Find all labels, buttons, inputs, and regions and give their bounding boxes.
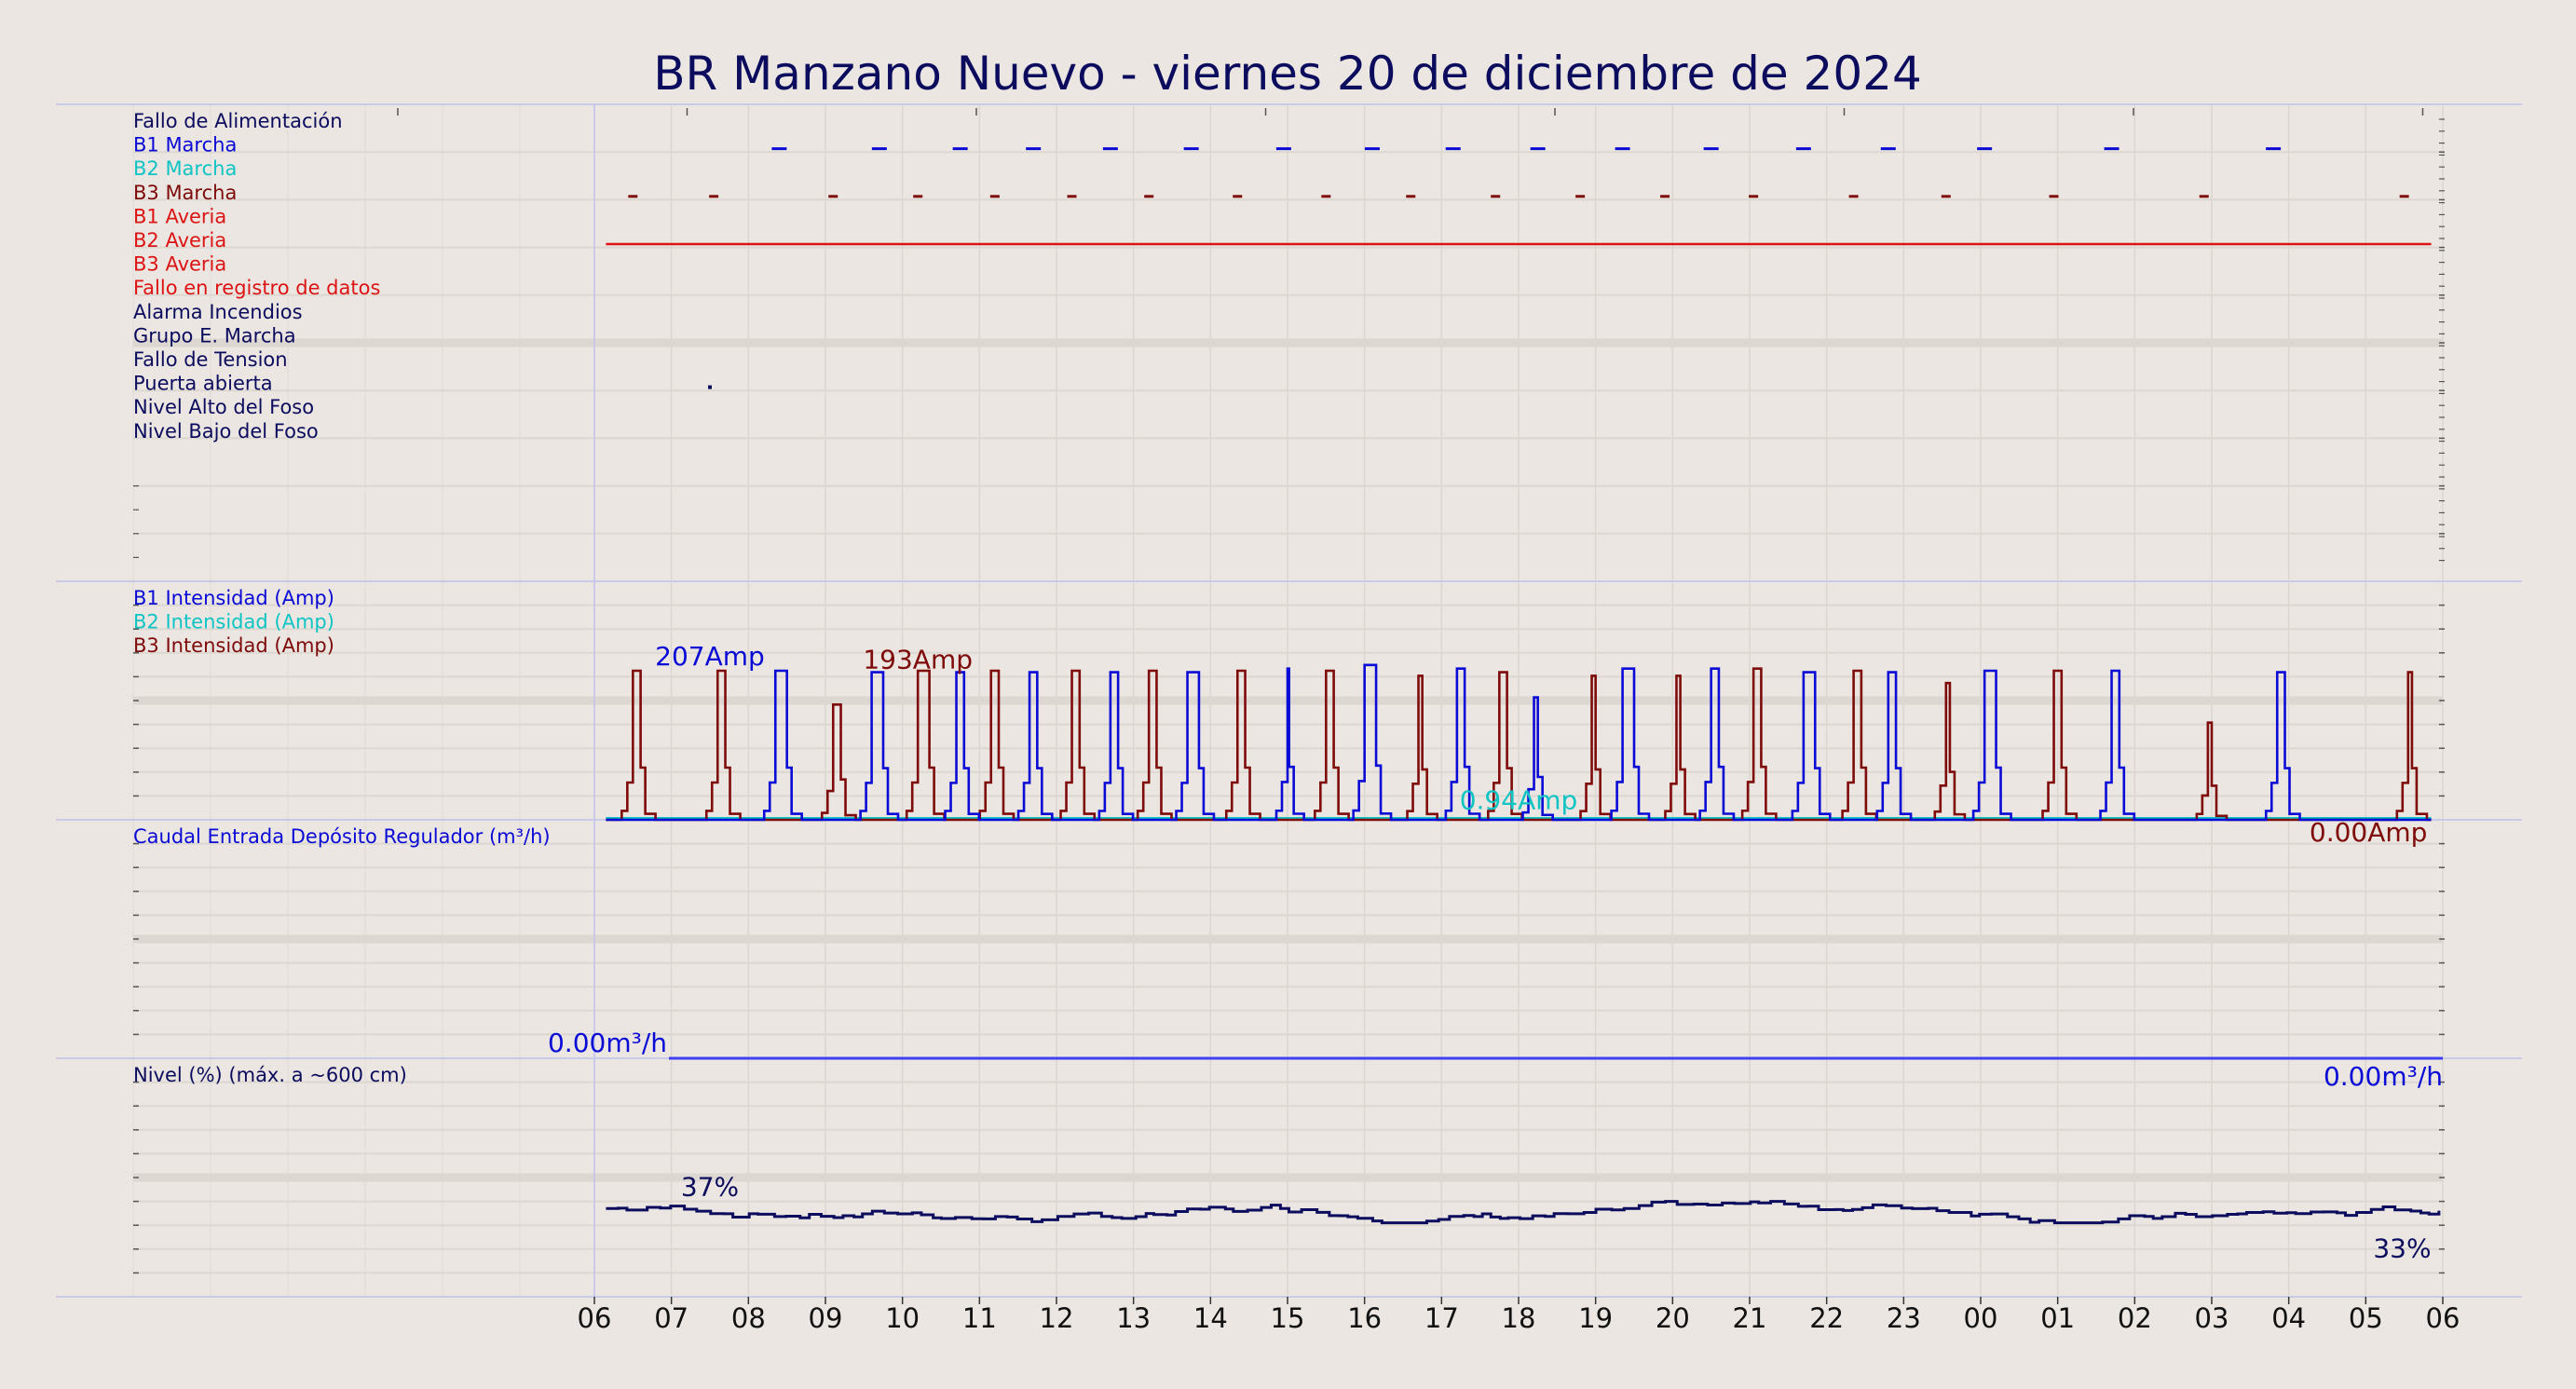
x-tick-label: 12 [1040,1302,1074,1334]
x-tick-label: 14 [1193,1302,1228,1334]
series-nivel [606,1200,2441,1225]
x-tick-label: 13 [1116,1302,1151,1334]
x-tick-label: 04 [2271,1302,2306,1334]
panel-legend-label: Nivel Alto del Foso [133,396,314,418]
flow-annotation-end: 0.00m³/h [2324,1061,2443,1092]
current-annotation: 193Amp [863,645,973,675]
panel-legend-label: B2 Marcha [133,157,237,180]
panel-legend-label: B3 Intensidad (Amp) [133,634,334,657]
x-tick-label: 08 [731,1302,766,1334]
series-b1-intensidad [606,663,2432,822]
panel-legend-label: B3 Marcha [133,182,237,204]
x-tick-label: 10 [885,1302,920,1334]
panel-legend-label: Grupo E. Marcha [133,324,296,347]
x-tick-label: 00 [1964,1302,1998,1334]
x-tick-label: 22 [1809,1302,1844,1334]
x-tick-label: 23 [1887,1302,1921,1334]
panel-legend-label: Puerta abierta [133,373,273,395]
level-annotation-end: 33% [2373,1233,2431,1264]
x-tick-label: 06 [2426,1302,2460,1334]
x-tick-label: 07 [654,1302,688,1334]
annotations-layer: 207Amp 193Amp 0.94Amp 0.00Amp 0.00m³/h 0.00m³… [548,641,2443,1264]
x-tick-label: 03 [2195,1302,2229,1334]
x-tick-label: 02 [2118,1302,2152,1334]
panel-legend-label: Fallo de Alimentación [133,110,343,132]
x-tick-label: 15 [1271,1302,1305,1334]
data-layer [56,147,2443,1225]
x-tick-label: 11 [962,1302,997,1334]
x-tick-label: 06 [578,1302,612,1334]
panel-legend-label: Caudal Entrada Depósito Regulador (m³/h) [133,825,551,848]
current-annotation: 0.00Amp [2310,817,2428,848]
panel-legend-label: B1 Intensidad (Amp) [133,587,334,609]
panel-legend-label: Nivel (%) (máx. a ~600 cm) [133,1064,407,1086]
grid-layer [56,103,2522,1298]
current-annotation: 207Amp [655,641,765,672]
flow-annotation-start: 0.00m³/h [548,1028,667,1058]
chart-title: BR Manzano Nuevo - viernes 20 de diciemb… [653,47,1922,101]
x-tick-label: 21 [1733,1302,1767,1334]
x-tick-label: 18 [1502,1302,1536,1334]
x-tick-label: 20 [1656,1302,1690,1334]
panel-legend-label: Nivel Bajo del Foso [133,420,319,443]
x-tick-label: 19 [1578,1302,1613,1334]
current-annotation: 0.94Amp [1460,784,1578,815]
panel-legend-label: Alarma Incendios [133,301,303,323]
x-tick-label: 01 [2040,1302,2075,1334]
x-tick-label: 16 [1347,1302,1382,1334]
panel-legend-label: B1 Averia [133,205,226,227]
x-axis-ticks: 06 07 08 09 10 11 12 13 14 15 16 17 18 19 20 21 22 23 00 01… [578,1297,2460,1334]
panel-legend-label: B2 Averia [133,229,226,252]
panel-legend-label: B3 Averia [133,253,226,276]
x-tick-label: 05 [2349,1302,2383,1334]
x-tick-label: 09 [809,1302,843,1334]
panel-legend-label: B2 Intensidad (Amp) [133,611,334,633]
level-annotation-start: 37% [681,1171,739,1202]
panel-legend-label: Fallo en registro de datos [133,277,380,299]
x-tick-label: 17 [1424,1302,1459,1334]
series-b3-intensidad [606,667,2432,822]
panel-legend-label: Fallo de Tension [133,348,288,371]
panel-legend-label: B1 Marcha [133,134,237,157]
